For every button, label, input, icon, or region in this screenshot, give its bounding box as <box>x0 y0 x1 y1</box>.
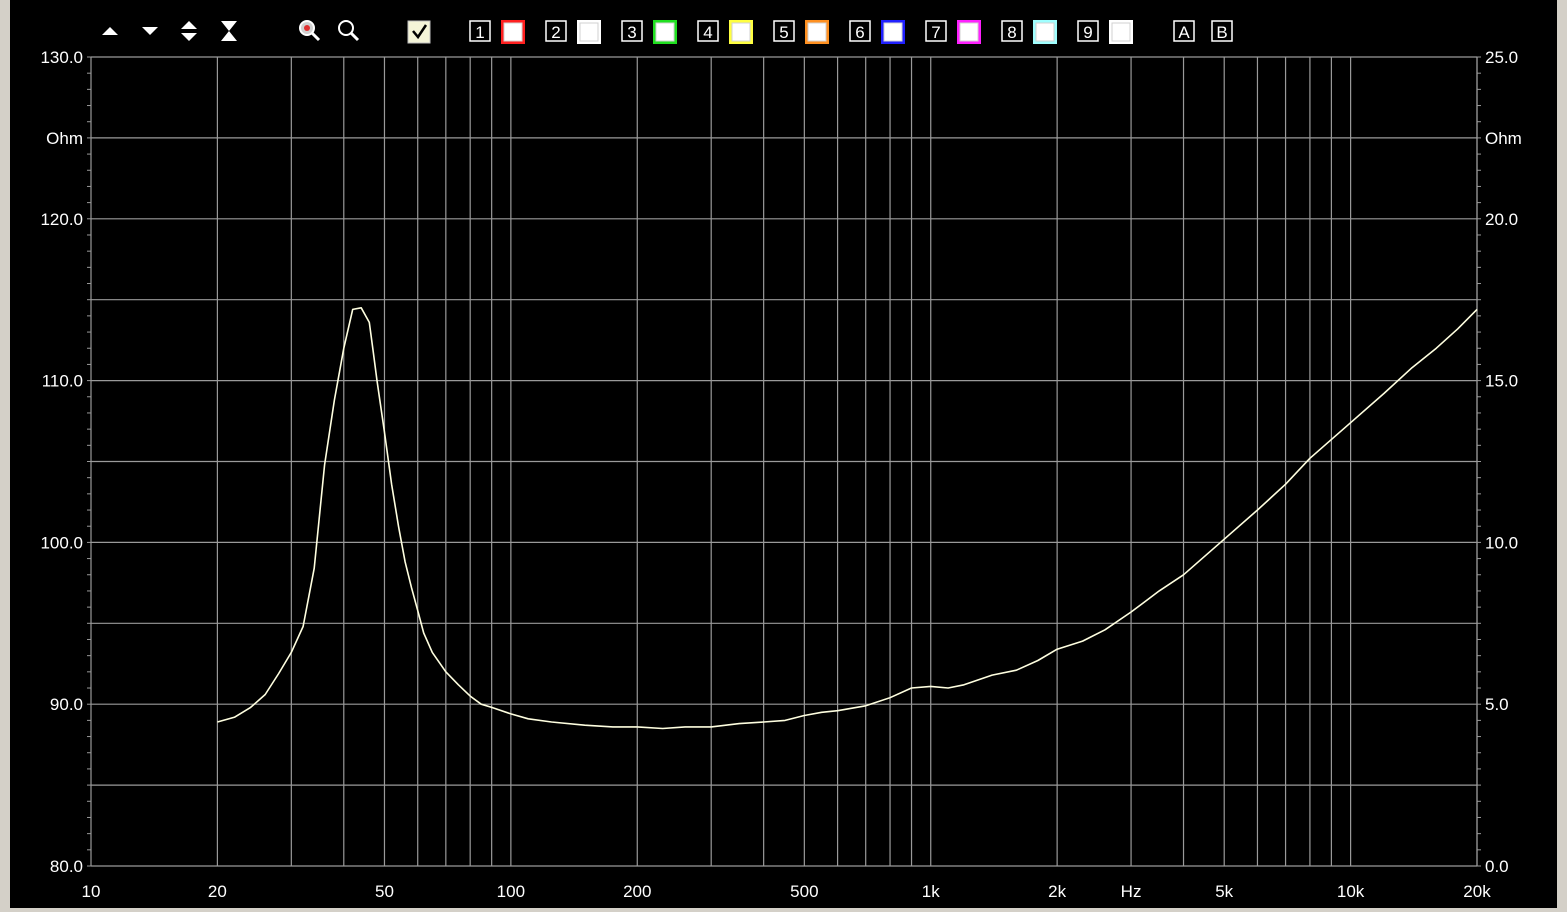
channel-number: 9 <box>1083 23 1092 42</box>
channel-number: 7 <box>931 23 940 42</box>
x-axis-unit: Hz <box>1121 882 1142 901</box>
channel-number: 8 <box>1007 23 1016 42</box>
move-down-button[interactable] <box>142 27 158 35</box>
x-tick-label: 50 <box>375 882 394 901</box>
y-axis-left-ticks: 80.0 90.0 100.0 110.0 120.0 130.0 <box>40 48 83 876</box>
x-tick-label: 10k <box>1337 882 1365 901</box>
checkbox-box <box>407 20 431 44</box>
channel-number-box <box>545 20 567 42</box>
channel-toggle-4[interactable]: 4 <box>697 20 753 44</box>
channel-number-box <box>1077 20 1099 42</box>
y-left-tick-label: 100.0 <box>40 533 83 552</box>
impedance-curve <box>217 306 1478 730</box>
channel-number-box <box>849 20 871 42</box>
compress-vertical-button[interactable] <box>221 21 237 41</box>
channel-number: 4 <box>703 23 712 42</box>
channel-toggle-2[interactable]: 2 <box>545 20 601 44</box>
channel-toggle-5[interactable]: 5 <box>773 20 829 44</box>
channel-number: 2 <box>551 23 560 42</box>
channel-number: 5 <box>779 23 788 42</box>
channel-toggle-9[interactable]: 9 <box>1077 20 1133 44</box>
channel-checkbox <box>731 22 751 42</box>
y-left-tick-label: 110.0 <box>42 372 83 391</box>
channel-number-box <box>1001 20 1023 42</box>
zoom-out-button[interactable] <box>338 20 360 42</box>
arrow-icon <box>221 21 237 41</box>
channel-checkbox <box>883 22 903 42</box>
channel-checkbox <box>1035 22 1055 42</box>
y-right-tick-label: 15.0 <box>1485 372 1518 391</box>
channel-checkbox <box>1111 22 1131 42</box>
y-right-tick-label: 0.0 <box>1485 857 1509 876</box>
y-axis-right-unit: Ohm <box>1485 129 1522 148</box>
y-right-tick-label: 20.0 <box>1485 210 1518 229</box>
x-tick-label: 20k <box>1463 882 1491 901</box>
y-axis-right-ticks: 0.0 5.0 10.0 15.0 20.0 25.0 <box>1485 48 1518 876</box>
master-checkbox[interactable] <box>407 20 431 44</box>
x-tick-label: 5k <box>1215 882 1233 901</box>
y-left-tick-label: 120.0 <box>40 210 83 229</box>
y-left-tick-label: 80.0 <box>50 857 83 876</box>
zoom-in-button[interactable] <box>299 20 321 42</box>
x-tick-label: 100 <box>497 882 525 901</box>
channel-number-box <box>697 20 719 42</box>
y-left-tick-label: 130.0 <box>40 48 83 67</box>
expand-vertical-button[interactable] <box>181 21 197 41</box>
channel-checkbox <box>807 22 827 42</box>
arrow-icon <box>102 27 118 35</box>
grid-lines <box>87 56 1481 867</box>
channel-number: 6 <box>855 23 864 42</box>
channel-toggle-3[interactable]: 3 <box>621 20 677 44</box>
magnifier-handle <box>310 31 321 42</box>
cursor-label: B <box>1216 23 1227 42</box>
move-up-button[interactable] <box>102 27 118 35</box>
y-right-tick-label: 10.0 <box>1485 533 1518 552</box>
x-tick-label: 20 <box>208 882 227 901</box>
toolbar: 1 2 3 4 5 6 7 8 9 A B <box>102 20 1233 44</box>
y-left-tick-label: 90.0 <box>50 695 83 714</box>
y-axis-left-unit: Ohm <box>46 129 83 148</box>
channel-checkbox <box>959 22 979 42</box>
cursor-button-A[interactable]: A <box>1173 20 1195 42</box>
cursor-box <box>1211 20 1233 42</box>
x-tick-label: 1k <box>922 882 940 901</box>
arrow-icon <box>142 27 158 35</box>
check-icon <box>412 24 428 40</box>
x-tick-label: 200 <box>623 882 651 901</box>
x-axis-ticks: 10 20 50 100 200 500 1k 2k 5k 10k 20k <box>82 882 1492 901</box>
x-tick-label: 500 <box>790 882 818 901</box>
channel-toggle-6[interactable]: 6 <box>849 20 905 44</box>
y-right-tick-label: 5.0 <box>1485 695 1509 714</box>
channel-checkbox <box>503 22 523 42</box>
magnifier-handle <box>349 31 360 42</box>
x-tick-label: 2k <box>1048 882 1066 901</box>
channel-toggle-7[interactable]: 7 <box>925 20 981 44</box>
channel-number-box <box>773 20 795 42</box>
channel-number-box <box>925 20 947 42</box>
channel-number-box <box>621 20 643 42</box>
cursor-box <box>1173 20 1195 42</box>
channel-checkbox <box>579 22 599 42</box>
channel-number-box <box>469 20 491 42</box>
series-group <box>217 306 1478 730</box>
channel-number: 3 <box>627 23 636 42</box>
zoom-plus-mark <box>304 25 310 31</box>
cursor-button-B[interactable]: B <box>1211 20 1233 42</box>
cursor-label: A <box>1178 23 1190 42</box>
channel-checkbox <box>655 22 675 42</box>
channel-number: 1 <box>475 23 484 42</box>
arrow-icon <box>181 21 197 41</box>
channel-toggle-1[interactable]: 1 <box>469 20 525 44</box>
channel-toggle-8[interactable]: 8 <box>1001 20 1057 44</box>
y-right-tick-label: 25.0 <box>1485 48 1518 67</box>
x-tick-label: 10 <box>82 882 101 901</box>
zoom-out-icon <box>338 20 354 36</box>
